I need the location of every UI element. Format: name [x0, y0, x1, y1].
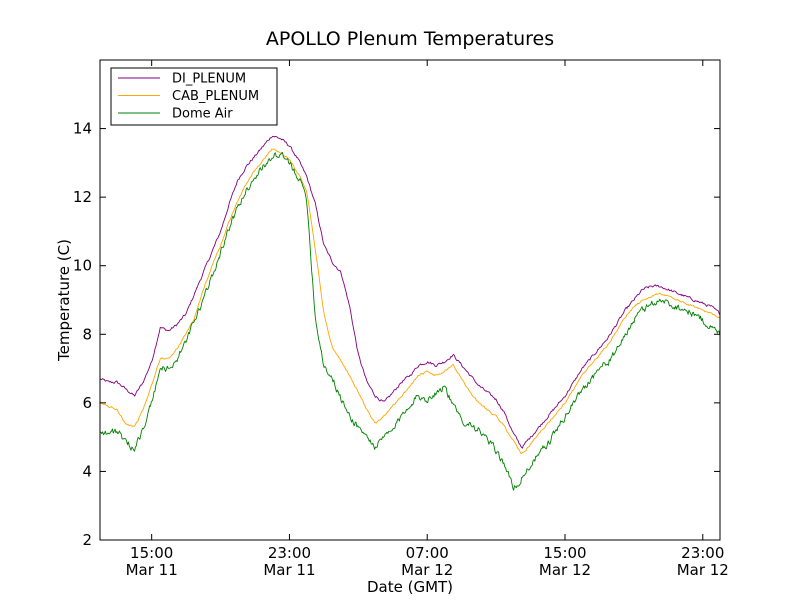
legend-label: DI_PLENUM	[172, 72, 246, 87]
x-tick-label-time: 23:00	[268, 544, 311, 562]
x-tick-label-time: 07:00	[406, 544, 449, 562]
legend: DI_PLENUM CAB_PLENUM Dome Air	[110, 67, 278, 126]
x-tick-label-time: 15:00	[130, 544, 173, 562]
x-tick-label-time: 15:00	[543, 544, 586, 562]
x-tick-label-date: Mar 11	[263, 561, 315, 579]
series-line-di-plenum	[100, 135, 720, 449]
x-tick-label-date: Mar 11	[126, 561, 178, 579]
x-tick-label-date: Mar 12	[539, 561, 591, 579]
plot-area-frame	[99, 59, 721, 541]
x-axis-label: Date (GMT)	[367, 578, 453, 596]
y-tick-label: 10	[73, 257, 92, 275]
y-axis: 2 4 6 8 10 12 14	[73, 120, 720, 549]
y-tick-label: 14	[73, 120, 92, 138]
y-tick-label: 4	[82, 462, 92, 480]
y-tick-label: 6	[82, 394, 92, 412]
x-tick-label-date: Mar 12	[401, 561, 453, 579]
legend-label: Dome Air	[172, 107, 233, 122]
y-tick-label: 12	[73, 188, 92, 206]
series-line-cab-plenum	[100, 148, 720, 454]
series-line-dome-air	[100, 152, 720, 491]
y-tick-label: 8	[82, 325, 92, 343]
x-tick-label-date: Mar 12	[677, 561, 729, 579]
chart-title: APOLLO Plenum Temperatures	[266, 28, 554, 50]
series-group	[100, 135, 720, 491]
x-tick-label-time: 23:00	[681, 544, 724, 562]
y-tick-label: 2	[82, 531, 92, 549]
legend-label: CAB_PLENUM	[172, 89, 259, 104]
y-axis-label: Temperature (C)	[55, 239, 73, 362]
